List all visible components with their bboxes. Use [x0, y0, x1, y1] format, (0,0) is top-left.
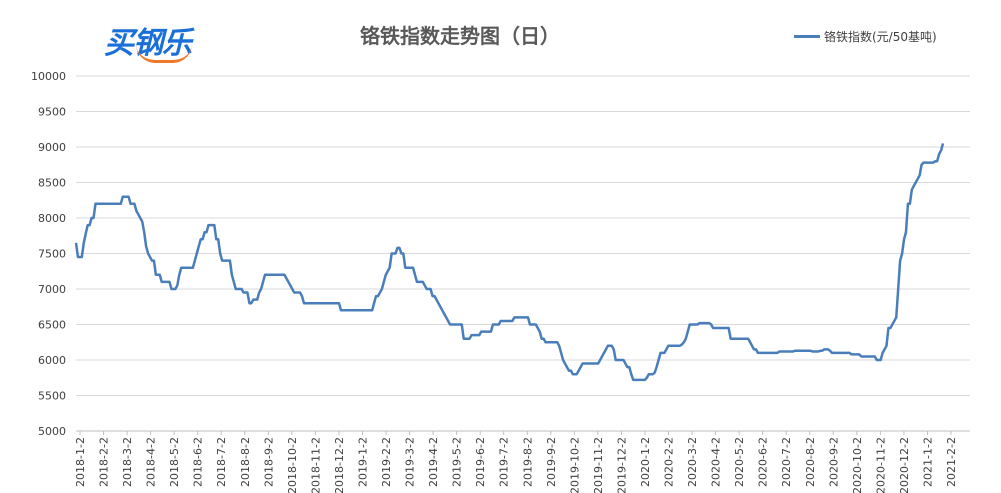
x-tick-label: 2018-4-2	[145, 437, 158, 487]
series-layer	[74, 143, 945, 382]
x-tick-label: 2018-1-2	[74, 437, 87, 487]
x-tick-label: 2019-3-2	[404, 437, 417, 487]
x-tick-label: 2020-11-2	[874, 437, 887, 493]
x-tick-label: 2021-1-2	[921, 437, 934, 487]
x-axis: 2018-1-2 2018-2-2 2018-3-2 2018-4-2 2018-5-2…	[74, 430, 970, 493]
x-tick-label: 2020-8-2	[804, 437, 817, 487]
y-tick-label: 7000	[38, 283, 66, 296]
y-tick-label: 8000	[38, 212, 66, 225]
y-tick-label: 9500	[38, 106, 66, 119]
x-tick-label: 2021-2-2	[945, 437, 958, 487]
x-tick-label: 2020-5-2	[733, 437, 746, 487]
x-tick-label: 2018-7-2	[215, 437, 228, 487]
logo-arc	[136, 44, 192, 63]
y-tick-label: 6500	[38, 319, 66, 332]
series-line	[74, 143, 945, 382]
x-tick-label: 2019-4-2	[427, 437, 440, 487]
chart-title: 铬铁指数走势图（日）	[360, 24, 560, 48]
x-tick-label: 2019-6-2	[474, 437, 487, 487]
x-tick-label: 2019-12-2	[615, 437, 628, 493]
x-tick-label: 2018-12-2	[333, 437, 346, 493]
legend-label: 铬铁指数(元/50基吨)	[824, 30, 937, 44]
x-tick-label: 2019-1-2	[356, 437, 369, 487]
x-tick-label: 2020-3-2	[686, 437, 699, 487]
x-tick-label: 2019-10-2	[568, 437, 581, 493]
x-tick-label: 2020-10-2	[851, 437, 864, 493]
x-tick-label: 2020-9-2	[827, 437, 840, 487]
x-tick-label: 2020-4-2	[710, 437, 723, 487]
x-tick-label: 2019-11-2	[592, 437, 605, 493]
y-tick-label: 8500	[38, 177, 66, 190]
x-tick-label: 2018-2-2	[98, 437, 111, 487]
y-tick-label: 10000	[31, 70, 66, 83]
x-tick-label: 2020-1-2	[639, 437, 652, 487]
x-tick-label: 2019-8-2	[521, 437, 534, 487]
chart-legend: 铬铁指数(元/50基吨)	[794, 28, 937, 45]
x-tick-label: 2019-2-2	[380, 437, 393, 487]
legend-swatch	[794, 35, 820, 38]
brand-logo: 买钢乐	[100, 14, 220, 64]
gridlines	[76, 75, 970, 432]
x-tick-label: 2018-9-2	[262, 437, 275, 487]
x-tick-label: 2018-11-2	[309, 437, 322, 493]
x-tick-label: 2020-7-2	[780, 437, 793, 487]
y-tick-label: 7500	[38, 248, 66, 261]
y-tick-label: 9000	[38, 141, 66, 154]
x-tick-label: 2020-2-2	[663, 437, 676, 487]
x-tick-label: 2020-12-2	[898, 437, 911, 493]
x-tick-label: 2018-6-2	[192, 437, 205, 487]
x-tick-label: 2018-8-2	[239, 437, 252, 487]
y-tick-label: 6000	[38, 354, 66, 367]
x-tick-label: 2018-10-2	[286, 437, 299, 493]
x-tick-label: 2019-9-2	[545, 437, 558, 487]
y-axis: 5000 5500 6000 6500 7000 7500 8000 8500 9000 9500…	[31, 70, 66, 438]
y-tick-label: 5500	[38, 390, 66, 403]
x-tick-label: 2018-3-2	[121, 437, 134, 487]
x-tick-label: 2019-7-2	[498, 437, 511, 487]
x-tick-label: 2019-5-2	[451, 437, 464, 487]
x-tick-label: 2018-5-2	[168, 437, 181, 487]
x-tick-label: 2020-6-2	[757, 437, 770, 487]
y-tick-label: 5000	[38, 425, 66, 438]
